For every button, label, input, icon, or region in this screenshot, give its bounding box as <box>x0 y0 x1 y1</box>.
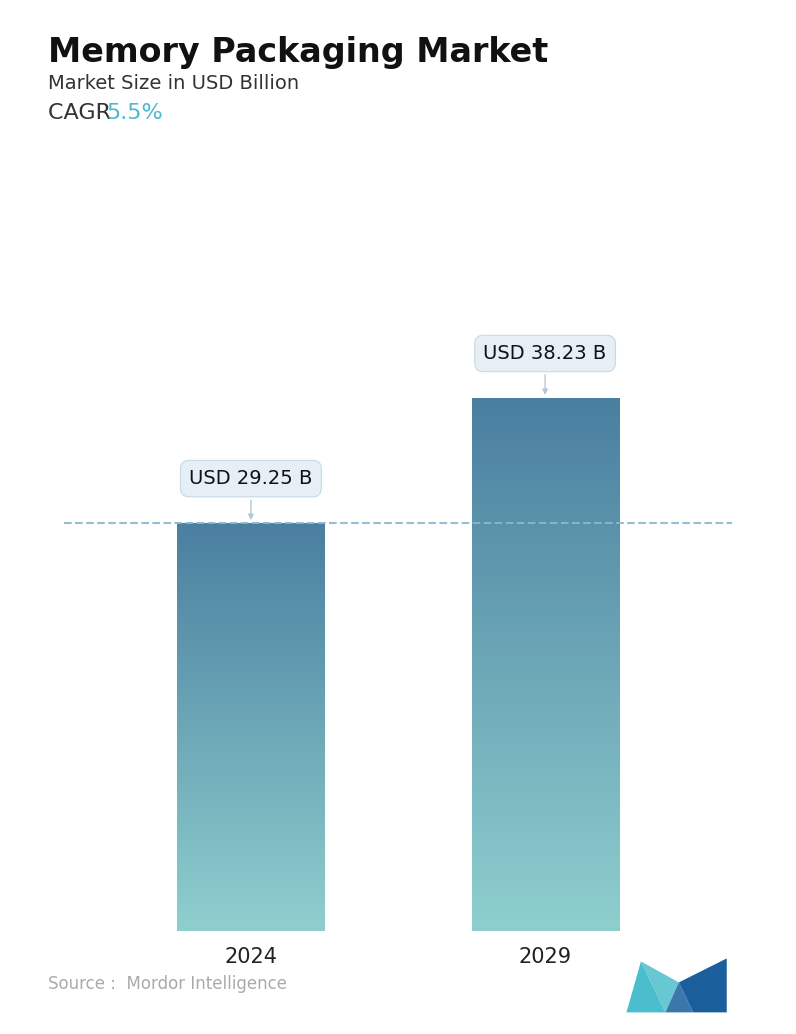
Polygon shape <box>626 962 665 1012</box>
Text: USD 38.23 B: USD 38.23 B <box>483 344 607 394</box>
Polygon shape <box>679 959 727 1012</box>
Polygon shape <box>641 962 679 1012</box>
Text: 5.5%: 5.5% <box>107 103 163 123</box>
Text: Source :  Mordor Intelligence: Source : Mordor Intelligence <box>48 975 287 993</box>
Text: USD 29.25 B: USD 29.25 B <box>189 469 313 519</box>
Polygon shape <box>665 982 693 1012</box>
Text: CAGR: CAGR <box>48 103 125 123</box>
Text: Market Size in USD Billion: Market Size in USD Billion <box>48 74 298 93</box>
Text: Memory Packaging Market: Memory Packaging Market <box>48 36 548 69</box>
